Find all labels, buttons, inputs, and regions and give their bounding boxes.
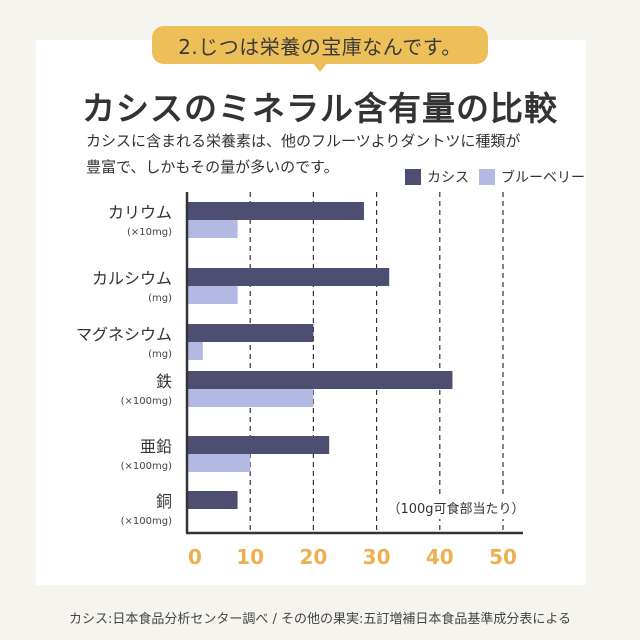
bar-cassis-2 xyxy=(187,324,314,342)
x-tick-label-20: 20 xyxy=(299,545,327,569)
source-footer: カシス:日本食品分析センター調べ / その他の果実:五訂増補日本食品基準成分表に… xyxy=(68,612,571,627)
bar-blueberry-2 xyxy=(187,342,203,360)
bar-cassis-1 xyxy=(187,268,390,286)
bar-blueberry-1 xyxy=(187,286,238,304)
unit-label-4: (×100mg) xyxy=(121,461,172,472)
x-tick-label-30: 30 xyxy=(363,545,391,569)
content-card xyxy=(36,40,586,585)
legend-swatch-blueberry xyxy=(479,169,495,185)
bar-cassis-3 xyxy=(187,371,453,389)
category-label-4: 亜鉛 xyxy=(140,437,172,456)
unit-label-5: (×100mg) xyxy=(121,516,172,527)
legend-label-blueberry: ブルーベリー xyxy=(501,170,585,186)
chart-title: カシスのミネラル含有量の比較 xyxy=(82,89,558,128)
category-label-1: カルシウム xyxy=(92,269,172,288)
bar-blueberry-4 xyxy=(187,454,251,472)
description: カシスに含まれる栄養素は、他のフルーツよりダントツに種類が 豊富で、しかもその量… xyxy=(86,128,566,180)
legend: カシス ブルーベリー xyxy=(405,167,595,187)
legend-label-cassis: カシス xyxy=(427,170,469,186)
section-badge: 2.じつは栄養の宝庫なんです。 xyxy=(152,26,488,72)
legend-item-blueberry: ブルーベリー xyxy=(479,167,585,187)
legend-swatch-cassis xyxy=(405,169,421,185)
x-tick-label-10: 10 xyxy=(236,545,264,569)
unit-label-3: (×100mg) xyxy=(121,396,172,407)
unit-label-2: (mg) xyxy=(148,349,172,360)
category-label-3: 鉄 xyxy=(156,372,172,391)
bar-cassis-5 xyxy=(187,491,238,509)
x-tick-label-40: 40 xyxy=(426,545,454,569)
category-label-2: マグネシウム xyxy=(76,325,172,344)
bar-cassis-0 xyxy=(187,202,364,220)
unit-label-0: (×10mg) xyxy=(127,227,172,238)
annotation-bg xyxy=(386,497,526,519)
unit-label-1: (mg) xyxy=(148,293,172,304)
bar-blueberry-0 xyxy=(187,220,238,238)
category-label-0: カリウム xyxy=(108,203,172,222)
description-line-1: カシスに含まれる栄養素は、他のフルーツよりダントツに種類が xyxy=(86,132,521,150)
x-tick-label-0: 0 xyxy=(188,545,202,569)
x-tick-label-50: 50 xyxy=(489,545,517,569)
bar-blueberry-3 xyxy=(187,389,314,407)
legend-item-cassis: カシス xyxy=(405,167,469,187)
annotation: （100g可食部当たり） xyxy=(387,501,524,517)
description-line-2: 豊富で、しかもその量が多いのです。 xyxy=(86,158,339,176)
bar-cassis-4 xyxy=(187,436,330,454)
category-label-5: 銅 xyxy=(156,492,172,511)
